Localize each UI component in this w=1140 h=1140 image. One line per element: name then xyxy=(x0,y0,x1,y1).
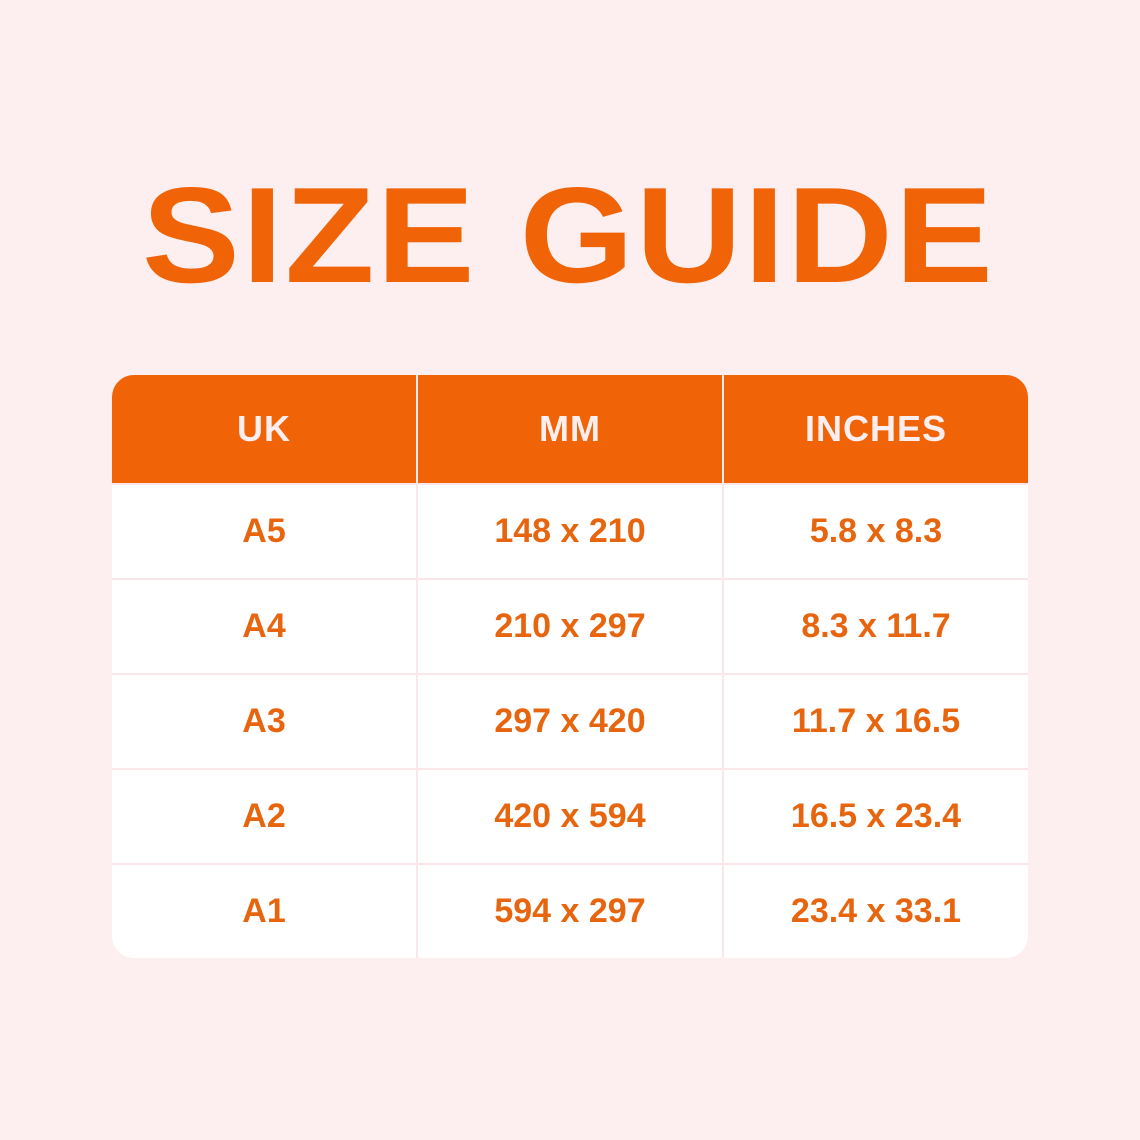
page-title: SIZE GUIDE xyxy=(142,159,996,311)
table-row: A1 594 x 297 23.4 x 33.1 xyxy=(112,863,1028,958)
size-table: UK MM INCHES A5 148 x 210 5.8 x 8.3 A4 2… xyxy=(112,375,1028,958)
cell-inches: 8.3 x 11.7 xyxy=(722,580,1028,673)
cell-uk: A3 xyxy=(242,702,286,740)
cell-mm: 594 x 297 xyxy=(416,865,722,958)
header-mm: MM xyxy=(416,375,722,483)
cell-uk: A5 xyxy=(242,512,286,550)
header-uk: UK xyxy=(237,408,291,449)
cell-inches: 16.5 x 23.4 xyxy=(722,770,1028,863)
cell-inches: 5.8 x 8.3 xyxy=(722,485,1028,578)
table-row: A5 148 x 210 5.8 x 8.3 xyxy=(112,483,1028,578)
cell-mm: 148 x 210 xyxy=(416,485,722,578)
cell-inches: 23.4 x 33.1 xyxy=(722,865,1028,958)
header-inches: INCHES xyxy=(722,375,1028,483)
table-row: A3 297 x 420 11.7 x 16.5 xyxy=(112,673,1028,768)
cell-uk: A4 xyxy=(242,607,286,645)
cell-mm: 420 x 594 xyxy=(416,770,722,863)
cell-mm: 210 x 297 xyxy=(416,580,722,673)
cell-inches: 11.7 x 16.5 xyxy=(722,675,1028,768)
table-header-row: UK MM INCHES xyxy=(112,375,1028,483)
title-container: SIZE GUIDE xyxy=(142,159,996,311)
cell-uk: A2 xyxy=(242,797,286,835)
cell-uk: A1 xyxy=(242,892,286,930)
table-row: A2 420 x 594 16.5 x 23.4 xyxy=(112,768,1028,863)
cell-mm: 297 x 420 xyxy=(416,675,722,768)
table-row: A4 210 x 297 8.3 x 11.7 xyxy=(112,578,1028,673)
